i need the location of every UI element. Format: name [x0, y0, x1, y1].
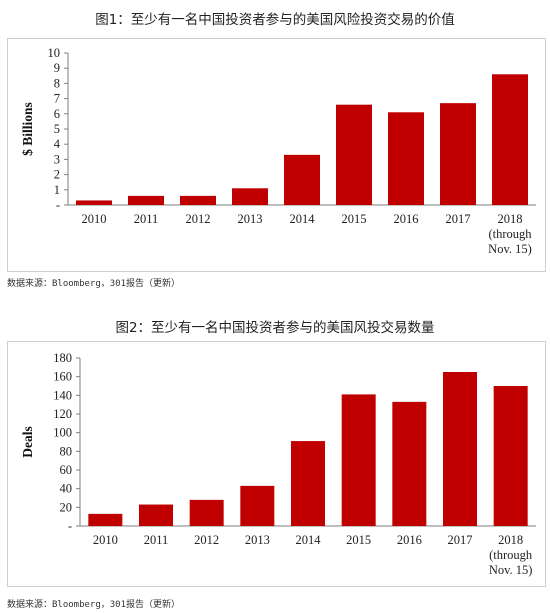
y-tick-label: - [68, 519, 72, 533]
y-tick-label: 140 [53, 388, 72, 402]
bar-2017 [440, 103, 476, 205]
bar-2013 [232, 188, 268, 205]
x-tick-label: 2012 [186, 212, 211, 226]
chart-2-frame: - 20 40 60 80 100 120 140 160 180 Deals 2010 2011 201… [7, 341, 546, 587]
bar-2018 [492, 74, 528, 205]
x-tick-label: 2013 [238, 212, 263, 226]
x-tick-label: Nov. 15) [489, 563, 533, 577]
bar-2010 [76, 200, 112, 205]
chart-2-plot: - 20 40 60 80 100 120 140 160 180 Deals 2010 2011 201… [20, 351, 536, 577]
y-tick-label: - [56, 198, 60, 212]
y-tick-label: 120 [53, 407, 72, 421]
y-tick-label: 60 [60, 463, 73, 477]
bar-2013 [240, 485, 275, 526]
bar-2014 [291, 441, 325, 526]
y-tick-label: 160 [53, 370, 72, 384]
y-tick-label: 6 [54, 107, 60, 121]
y-tick-label: 100 [53, 426, 72, 440]
x-tick-label: 2015 [342, 212, 367, 226]
y-tick-label: 5 [54, 122, 60, 136]
bar-2018 [493, 386, 528, 526]
x-tick-label: Nov. 15) [488, 242, 532, 256]
y-tick-label: 8 [54, 76, 60, 90]
chart-2-source: 数据来源：Bloomberg，301报告（更新） [7, 600, 181, 610]
y-tick-label: 20 [60, 500, 73, 514]
x-tick-label: 2016 [397, 533, 422, 547]
x-tick-label: (through [489, 548, 533, 562]
x-tick-label: 2013 [245, 533, 270, 547]
y-tick-label: 2 [54, 168, 60, 182]
bar-2012 [180, 195, 216, 205]
bar-2011 [128, 195, 164, 205]
x-tick-label: 2014 [290, 212, 316, 226]
x-tick-label: 2011 [134, 212, 159, 226]
y-tick-label: 9 [54, 61, 60, 75]
y-tick-label: 180 [53, 351, 72, 365]
x-tick-label: 2018 [498, 212, 523, 226]
x-tick-label: 2015 [346, 533, 371, 547]
x-tick-label: 2017 [446, 212, 471, 226]
bar-2012 [189, 499, 224, 526]
bar-2016 [392, 401, 427, 526]
y-tick-label: 10 [48, 46, 61, 60]
x-tick-label: 2010 [82, 212, 107, 226]
y-tick-label: 4 [54, 137, 61, 151]
x-tick-label: 2016 [394, 212, 419, 226]
x-tick-label: (through [488, 227, 532, 241]
y-tick-label: 7 [54, 92, 60, 106]
bar-2017 [443, 372, 477, 526]
x-tick-label: 2018 [498, 533, 523, 547]
x-tick-label: 2010 [93, 533, 118, 547]
bar-2016 [388, 112, 424, 205]
y-axis-title: $ Billions [20, 102, 35, 156]
chart-1-frame: -1 2 3 4 5 6 7 8 9 10 $ Billions 2010 2011 2012 2013 20… [7, 38, 546, 272]
y-tick-label: 80 [60, 444, 73, 458]
x-tick-label: 2017 [448, 533, 473, 547]
bar-2015 [336, 104, 372, 205]
bar-2015 [341, 394, 376, 526]
y-tick-label: 1 [54, 183, 60, 197]
bar-2010 [88, 513, 123, 526]
y-axis-title: Deals [20, 426, 35, 458]
y-tick-label: 3 [54, 152, 60, 166]
chart-2-title: 图2：至少有一名中国投资者参与的美国风投交易数量 [115, 320, 435, 336]
y-tick-label: 40 [60, 482, 73, 496]
x-tick-label: 2011 [144, 533, 169, 547]
chart-1-title: 图1：至少有一名中国投资者参与的美国风险投资交易的价值 [95, 12, 455, 28]
x-tick-label: 2014 [296, 533, 322, 547]
chart-1-source: 数据来源：Bloomberg，301报告（更新） [7, 279, 181, 289]
bar-2014 [284, 154, 320, 205]
bar-2011 [139, 504, 173, 526]
x-tick-label: 2012 [194, 533, 219, 547]
